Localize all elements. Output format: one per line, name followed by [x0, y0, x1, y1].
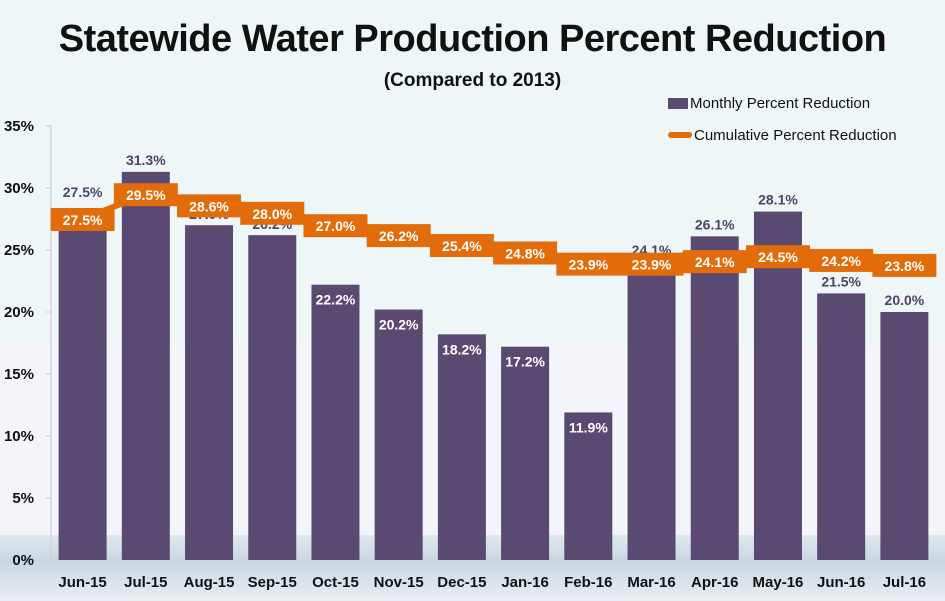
- y-tick-label: 30%: [4, 180, 34, 197]
- line-label-box: [50, 208, 115, 231]
- bar-data-label: 20.0%: [885, 292, 925, 308]
- chart-subtitle: (Compared to 2013): [383, 70, 562, 91]
- bar-data-label: 20.2%: [379, 317, 419, 333]
- line-data-label: 27.0%: [316, 218, 356, 234]
- y-tick-label: 25%: [4, 242, 34, 259]
- y-tick-label: 10%: [4, 428, 34, 445]
- x-tick-label: Jan-16: [501, 574, 549, 591]
- line-data-label: 23.9%: [568, 257, 608, 273]
- bar-data-label: 28.1%: [758, 192, 798, 208]
- line-data-label: 24.1%: [695, 254, 735, 270]
- line-label-box: [177, 194, 242, 218]
- bar: [185, 225, 234, 560]
- y-tick-label: 15%: [4, 366, 34, 383]
- y-tick-label: 5%: [12, 490, 34, 507]
- bar-data-label: 18.2%: [442, 341, 482, 357]
- line-data-label: 29.5%: [126, 187, 166, 203]
- legend-swatch-line: [668, 132, 692, 138]
- x-tick-label: Dec-15: [437, 574, 486, 591]
- bar: [248, 235, 297, 560]
- bar: [437, 334, 486, 560]
- bar: [564, 412, 613, 560]
- line-data-label: 28.0%: [252, 206, 292, 222]
- line-data-label: 25.4%: [442, 238, 482, 254]
- bar: [690, 236, 739, 561]
- bar: [121, 171, 170, 560]
- x-tick-label: Jul-15: [124, 574, 167, 591]
- legend-label-cumulative: Cumulative Percent Reduction: [694, 126, 897, 144]
- bar-data-label: 11.9%: [569, 419, 608, 435]
- line-label-box: [619, 252, 684, 276]
- bar-data-label: 17.2%: [505, 354, 545, 370]
- line-data-label: 24.8%: [505, 245, 545, 261]
- line-data-label: 24.2%: [821, 253, 861, 269]
- bar: [817, 293, 866, 560]
- line-label-box: [745, 245, 810, 269]
- x-tick-label: Jul-16: [883, 574, 926, 591]
- x-tick-label: Jun-16: [817, 574, 865, 591]
- bar-data-label: 22.2%: [316, 292, 356, 308]
- line-label-box: [303, 214, 368, 238]
- x-tick-label: Feb-16: [564, 574, 612, 591]
- line-label-box: [809, 248, 874, 272]
- line-data-label: 26.2%: [379, 228, 419, 244]
- bar: [501, 346, 550, 560]
- legend: Monthly Percent Reduction Cumulative Per…: [668, 92, 897, 156]
- x-tick-label: Jun-15: [58, 574, 106, 591]
- bar: [374, 309, 423, 560]
- legend-item-cumulative: Cumulative Percent Reduction: [668, 124, 897, 146]
- bar-data-label: 26.1%: [695, 216, 735, 232]
- bar: [627, 261, 676, 560]
- line-data-label: 28.6%: [189, 198, 229, 214]
- bar: [880, 312, 929, 560]
- line-label-box: [240, 201, 305, 225]
- x-tick-label: May-16: [753, 574, 804, 591]
- x-tick-label: Nov-15: [374, 574, 424, 591]
- bar: [311, 284, 360, 560]
- line-label-box: [493, 241, 558, 265]
- legend-item-monthly: Monthly Percent Reduction: [668, 92, 897, 114]
- bar-data-label: 31.3%: [126, 152, 166, 168]
- line-label-box: [113, 183, 178, 207]
- bar-data-label: 27.5%: [63, 184, 103, 200]
- x-tick-label: Aug-15: [184, 574, 235, 591]
- line-data-label: 23.9%: [632, 257, 672, 273]
- line-label-box: [872, 253, 937, 277]
- legend-swatch-bar: [668, 97, 688, 109]
- line-label-box: [682, 250, 747, 274]
- line-label-box: [429, 234, 494, 258]
- line-label-box: [556, 252, 621, 276]
- line-label-box: [366, 224, 431, 248]
- y-tick-label: 0%: [12, 552, 34, 569]
- legend-label-monthly: Monthly Percent Reduction: [690, 94, 871, 112]
- x-tick-label: Apr-16: [691, 574, 739, 591]
- x-tick-label: Mar-16: [627, 574, 675, 591]
- x-tick-label: Sep-15: [248, 574, 297, 591]
- line-data-label: 27.5%: [63, 212, 103, 228]
- chart-title: Statewide Water Production Percent Reduc…: [58, 18, 887, 60]
- y-tick-label: 35%: [4, 118, 34, 135]
- line-data-label: 24.5%: [758, 249, 798, 265]
- y-tick-label: 20%: [4, 304, 34, 321]
- x-tick-label: Oct-15: [312, 574, 359, 591]
- bar: [58, 219, 107, 560]
- line-data-label: 23.8%: [885, 258, 925, 274]
- bar-data-label: 21.5%: [821, 273, 861, 289]
- bar: [753, 211, 802, 560]
